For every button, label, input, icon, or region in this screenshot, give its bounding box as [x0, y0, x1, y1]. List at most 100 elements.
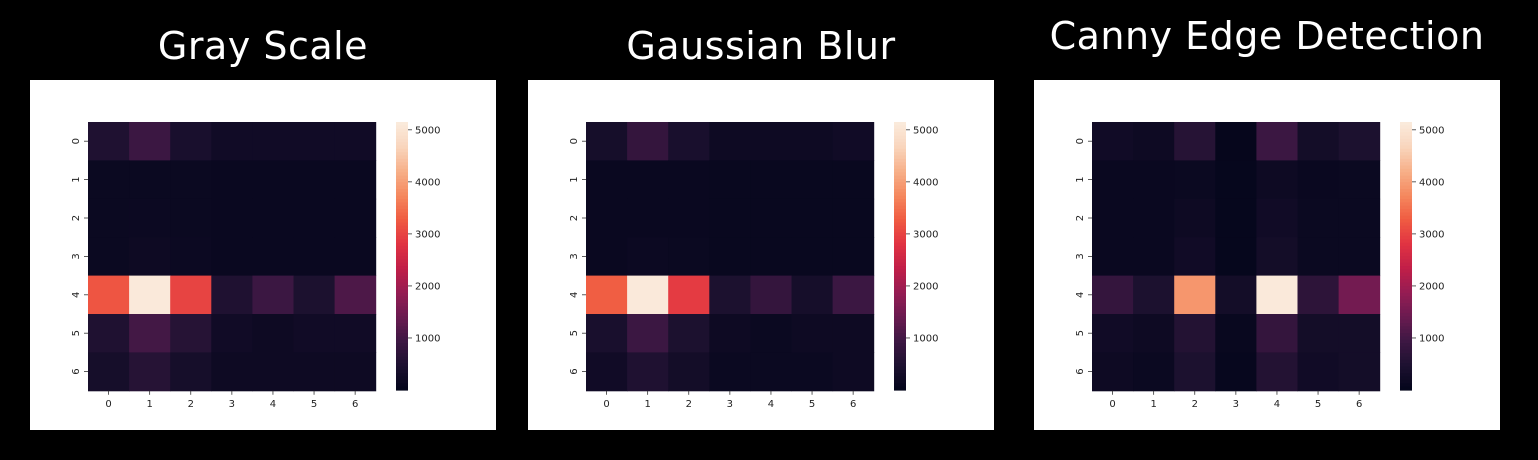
colorbar-segment: [1400, 353, 1412, 358]
colorbar-segment: [894, 152, 906, 157]
colorbar-segment: [1400, 369, 1412, 374]
colorbar-segment: [396, 202, 408, 207]
colorbar-segment: [396, 296, 408, 301]
colorbar-segment: [1400, 296, 1412, 301]
colorbar-segment: [894, 142, 906, 147]
colorbar-segment: [894, 158, 906, 163]
colorbar-tick-label: 3000: [913, 229, 938, 240]
colorbar-segment: [894, 309, 906, 314]
y-tick-label: 0: [1075, 138, 1086, 144]
heatmap-cell-r3-c5: [293, 237, 336, 277]
colorbar-segment: [894, 269, 906, 274]
heatmap-cell-r4-c4: [252, 275, 294, 315]
colorbar-segment: [1400, 175, 1412, 180]
colorbar-segment: [894, 249, 906, 254]
colorbar-segment: [1400, 323, 1412, 327]
colorbar-segment: [1400, 333, 1412, 337]
heatmap-cell-r2-c1: [627, 198, 669, 238]
heatmap-cell-r3-c3: [1215, 237, 1257, 277]
heatmap-cell-r3-c4: [252, 237, 294, 277]
colorbar-segment: [894, 366, 906, 371]
heatmap-cell-r3-c2: [170, 237, 212, 277]
colorbar-segment: [396, 266, 408, 270]
y-tick-label: 2: [1075, 215, 1086, 221]
y-tick-label: 4: [1075, 292, 1086, 298]
colorbar-tick-label: 3000: [1419, 229, 1444, 240]
heatmap-cell-r4-c6: [1338, 275, 1381, 315]
colorbar-tick-label: 5000: [415, 125, 440, 136]
heatmap-cell-r5-c0: [586, 314, 628, 353]
heatmap-cell-r5-c5: [1297, 314, 1340, 353]
heatmap-cell-r3-c4: [750, 237, 792, 277]
heatmap-cell-r5-c4: [252, 314, 294, 353]
colorbar-segment: [1400, 376, 1412, 381]
heatmap-cell-r1-c6: [1338, 160, 1381, 200]
heatmap-cell-r2-c2: [668, 198, 710, 238]
heatmap-cell-r2-c0: [88, 198, 130, 238]
colorbar-segment: [894, 205, 906, 210]
colorbar-segment: [894, 162, 906, 167]
colorbar-segment: [1400, 306, 1412, 311]
colorbar-segment: [1400, 158, 1412, 163]
heatmap-cell-r4-c5: [1297, 275, 1340, 315]
heatmap-cell-r0-c4: [1256, 122, 1298, 161]
colorbar-segment: [1400, 189, 1412, 193]
colorbar-segment: [396, 256, 408, 260]
heatmap-cell-r4-c0: [1092, 275, 1134, 315]
heatmap-cell-r2-c5: [1297, 198, 1340, 238]
x-tick-label: 5: [1315, 399, 1321, 410]
colorbar-segment: [396, 339, 408, 344]
heatmap-cell-r6-c6: [832, 352, 875, 392]
heatmap-cell-r5-c6: [832, 314, 875, 353]
colorbar-segment: [396, 316, 408, 321]
heatmap-cell-r1-c4: [252, 160, 294, 200]
heatmap-cell-r3-c6: [1338, 237, 1381, 277]
colorbar-segment: [396, 215, 408, 220]
colorbar-segment: [396, 148, 408, 153]
heatmap-canny-edge: 0 1 2 3 4 5 6 0 1 2 3 4 5 6 1000 2000 3000 4000 5000: [1075, 122, 1444, 410]
colorbar-segment: [894, 336, 906, 341]
y-tick-label: 6: [569, 368, 580, 374]
heatmap-cell-r2-c3: [709, 198, 751, 238]
colorbar-segment: [894, 229, 906, 234]
colorbar-segment: [1400, 168, 1412, 173]
colorbar-segment: [396, 262, 408, 267]
colorbar-segment: [396, 369, 408, 374]
colorbar-segment: [1400, 152, 1412, 157]
heatmap-cell-r1-c3: [211, 160, 253, 200]
heatmap-cell-r1-c5: [791, 160, 834, 200]
colorbar-segment: [1400, 326, 1412, 331]
colorbar-segment: [894, 326, 906, 331]
colorbar-segment: [396, 299, 408, 304]
colorbar-segment: [396, 245, 408, 250]
heatmap-panel-gray-scale: 0 1 2 3 4 5 6 0 1 2 3 4 5 6 1000 2000 3000 4000 5000: [30, 80, 496, 430]
colorbar-segment: [894, 383, 906, 388]
colorbar-segment: [396, 259, 408, 264]
heatmap-cell-r1-c1: [627, 160, 669, 200]
heatmap-cell-r4-c1: [1133, 275, 1175, 315]
colorbar-segment: [396, 252, 408, 257]
heatmap-cell-r3-c1: [129, 237, 171, 277]
colorbar-segment: [1400, 245, 1412, 250]
heatmap-cell-r6-c3: [211, 352, 253, 392]
colorbar-segment: [396, 195, 408, 200]
colorbar-segment: [396, 178, 408, 183]
colorbar-segment: [1400, 178, 1412, 183]
colorbar-segment: [396, 336, 408, 341]
colorbar-segment: [894, 373, 906, 378]
colorbar-segment: [396, 349, 408, 354]
colorbar-segment: [396, 343, 408, 348]
colorbar-segment: [396, 209, 408, 214]
colorbar-segment: [894, 252, 906, 257]
colorbar-segment: [894, 232, 906, 237]
x-tick-label: 0: [105, 399, 111, 410]
colorbar-segment: [1400, 302, 1412, 307]
colorbar-segment: [1400, 292, 1412, 297]
colorbar-segment: [1400, 242, 1412, 247]
colorbar-segment: [894, 256, 906, 260]
heatmap-cell-r5-c3: [1215, 314, 1257, 353]
y-tick-label: 4: [569, 292, 580, 298]
colorbar-segment: [1400, 122, 1412, 126]
colorbar-segment: [396, 185, 408, 190]
heatmap-cell-r2-c0: [1092, 198, 1134, 238]
